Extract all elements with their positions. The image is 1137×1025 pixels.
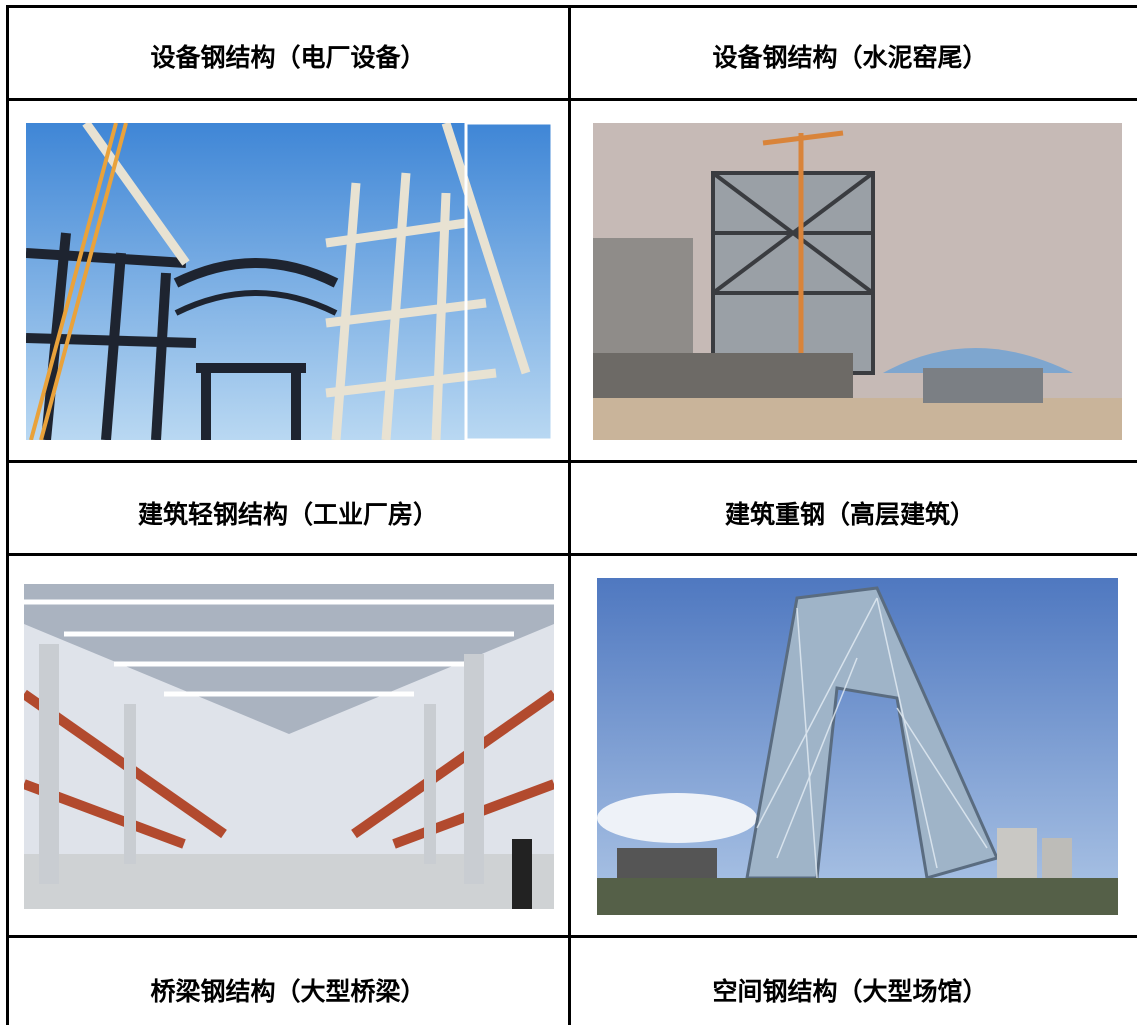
caption: 空间钢结构（大型场馆） (712, 977, 988, 1006)
caption: 设备钢结构（水泥窑尾） (712, 43, 988, 72)
border (6, 5, 1137, 8)
caption: 设备钢结构（电厂设备） (150, 43, 426, 72)
border (6, 935, 1137, 938)
caption: 建筑轻钢结构（工业厂房） (137, 500, 438, 529)
border (6, 553, 1137, 556)
border (6, 5, 9, 1025)
photo-power-plant (26, 123, 552, 440)
caption: 建筑重钢（高层建筑） (724, 500, 975, 529)
photo-cement-kiln (593, 123, 1122, 440)
border (6, 460, 1137, 463)
border (6, 98, 1137, 101)
border (568, 5, 571, 1025)
photo-high-rise (597, 578, 1118, 915)
photo-industrial-hall (24, 584, 554, 909)
caption: 桥梁钢结构（大型桥梁） (150, 977, 426, 1006)
